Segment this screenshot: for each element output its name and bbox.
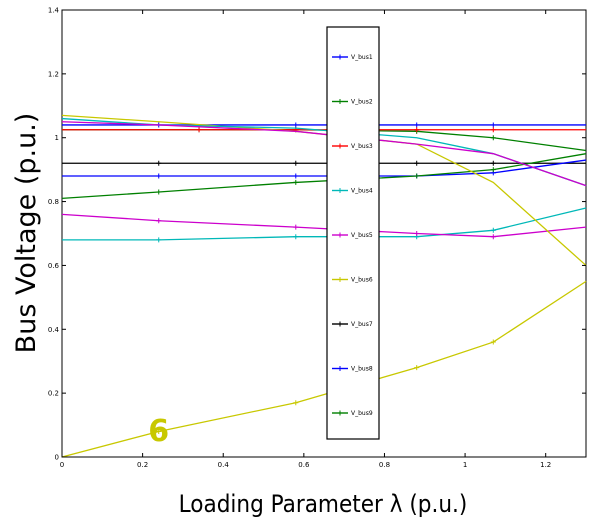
legend-marker bbox=[337, 232, 343, 238]
legend-label: V_bus7 bbox=[351, 321, 373, 328]
data-point bbox=[156, 237, 162, 243]
legend-label: V_bus6 bbox=[351, 277, 373, 284]
data-point bbox=[490, 122, 496, 128]
y-axis: 0 0.2 0.4 0.6 0.8 1 1.2 1.4 bbox=[48, 7, 586, 462]
data-point bbox=[293, 400, 299, 406]
legend-label: V_bus1 bbox=[351, 54, 373, 61]
y-tick-label: 1.2 bbox=[48, 70, 59, 78]
x-tick-label: 0.4 bbox=[218, 461, 230, 469]
data-point bbox=[490, 339, 496, 345]
plot-area: 66 bbox=[61, 9, 587, 458]
x-tick-label: 0 bbox=[60, 461, 64, 469]
plot-frame bbox=[61, 9, 587, 458]
y-tick-label: 0.2 bbox=[48, 390, 59, 398]
data-point bbox=[490, 234, 496, 240]
y-tick-label: 0.8 bbox=[48, 198, 59, 206]
legend-marker bbox=[337, 99, 343, 104]
x-tick-label: 0.8 bbox=[379, 461, 390, 469]
data-point bbox=[490, 167, 496, 173]
data-point bbox=[293, 224, 299, 230]
data-point bbox=[414, 173, 420, 179]
data-point bbox=[156, 173, 162, 179]
x-tick-label: 1.2 bbox=[540, 461, 551, 469]
data-point bbox=[414, 160, 420, 166]
data-point bbox=[414, 122, 420, 128]
y-tick-label: 0 bbox=[55, 454, 59, 462]
y-tick-label: 0.4 bbox=[48, 326, 60, 334]
legend-marker bbox=[337, 410, 343, 416]
legend-label: V_bus9 bbox=[351, 410, 373, 417]
x-tick-label: 0.2 bbox=[137, 461, 148, 469]
data-point bbox=[156, 428, 162, 434]
data-point bbox=[490, 227, 496, 233]
legend-label: V_bus5 bbox=[351, 232, 373, 239]
data-point bbox=[156, 160, 162, 166]
legend-label: V_bus8 bbox=[351, 366, 373, 373]
data-point bbox=[293, 234, 299, 240]
x-axis-label: Loading Parameter λ (p.u.) bbox=[179, 490, 468, 518]
y-tick-label: 1 bbox=[55, 134, 59, 142]
legend-label: V_bus4 bbox=[351, 188, 373, 195]
legend-marker bbox=[337, 366, 343, 371]
data-point bbox=[414, 231, 420, 236]
y-tick-label: 1.4 bbox=[48, 7, 60, 15]
legend-marker bbox=[337, 277, 343, 282]
data-point bbox=[414, 127, 420, 133]
data-point bbox=[293, 179, 299, 185]
data-point bbox=[414, 365, 420, 371]
data-point bbox=[156, 218, 162, 224]
data-point bbox=[156, 189, 162, 195]
x-tick-label: 0.6 bbox=[298, 461, 310, 469]
legend-marker bbox=[337, 54, 343, 60]
legend-label: V_bus3 bbox=[351, 143, 373, 150]
legend: V_bus1 V_bus2 V_bus3 V_bus4 V_bus5 V_bus6 V_bu… bbox=[326, 26, 380, 440]
legend-marker bbox=[337, 188, 343, 193]
data-point bbox=[293, 173, 299, 179]
annotation-label: 6 bbox=[148, 414, 169, 449]
data-point bbox=[490, 127, 496, 133]
legend-label: V_bus2 bbox=[351, 99, 373, 106]
legend-marker bbox=[337, 143, 343, 149]
data-point bbox=[196, 127, 202, 133]
data-point bbox=[490, 160, 496, 166]
legend-marker bbox=[337, 321, 343, 327]
legend-box bbox=[326, 26, 380, 440]
y-tick-label: 0.6 bbox=[48, 262, 60, 270]
data-point bbox=[293, 122, 299, 128]
x-axis: 0 0.2 0.4 0.6 0.8 1 1.2 bbox=[60, 10, 551, 469]
data-point bbox=[490, 135, 496, 141]
x-tick-label: 1 bbox=[463, 461, 467, 469]
data-point bbox=[293, 160, 299, 166]
y-axis-label: Bus Voltage (p.u.) bbox=[11, 113, 42, 354]
